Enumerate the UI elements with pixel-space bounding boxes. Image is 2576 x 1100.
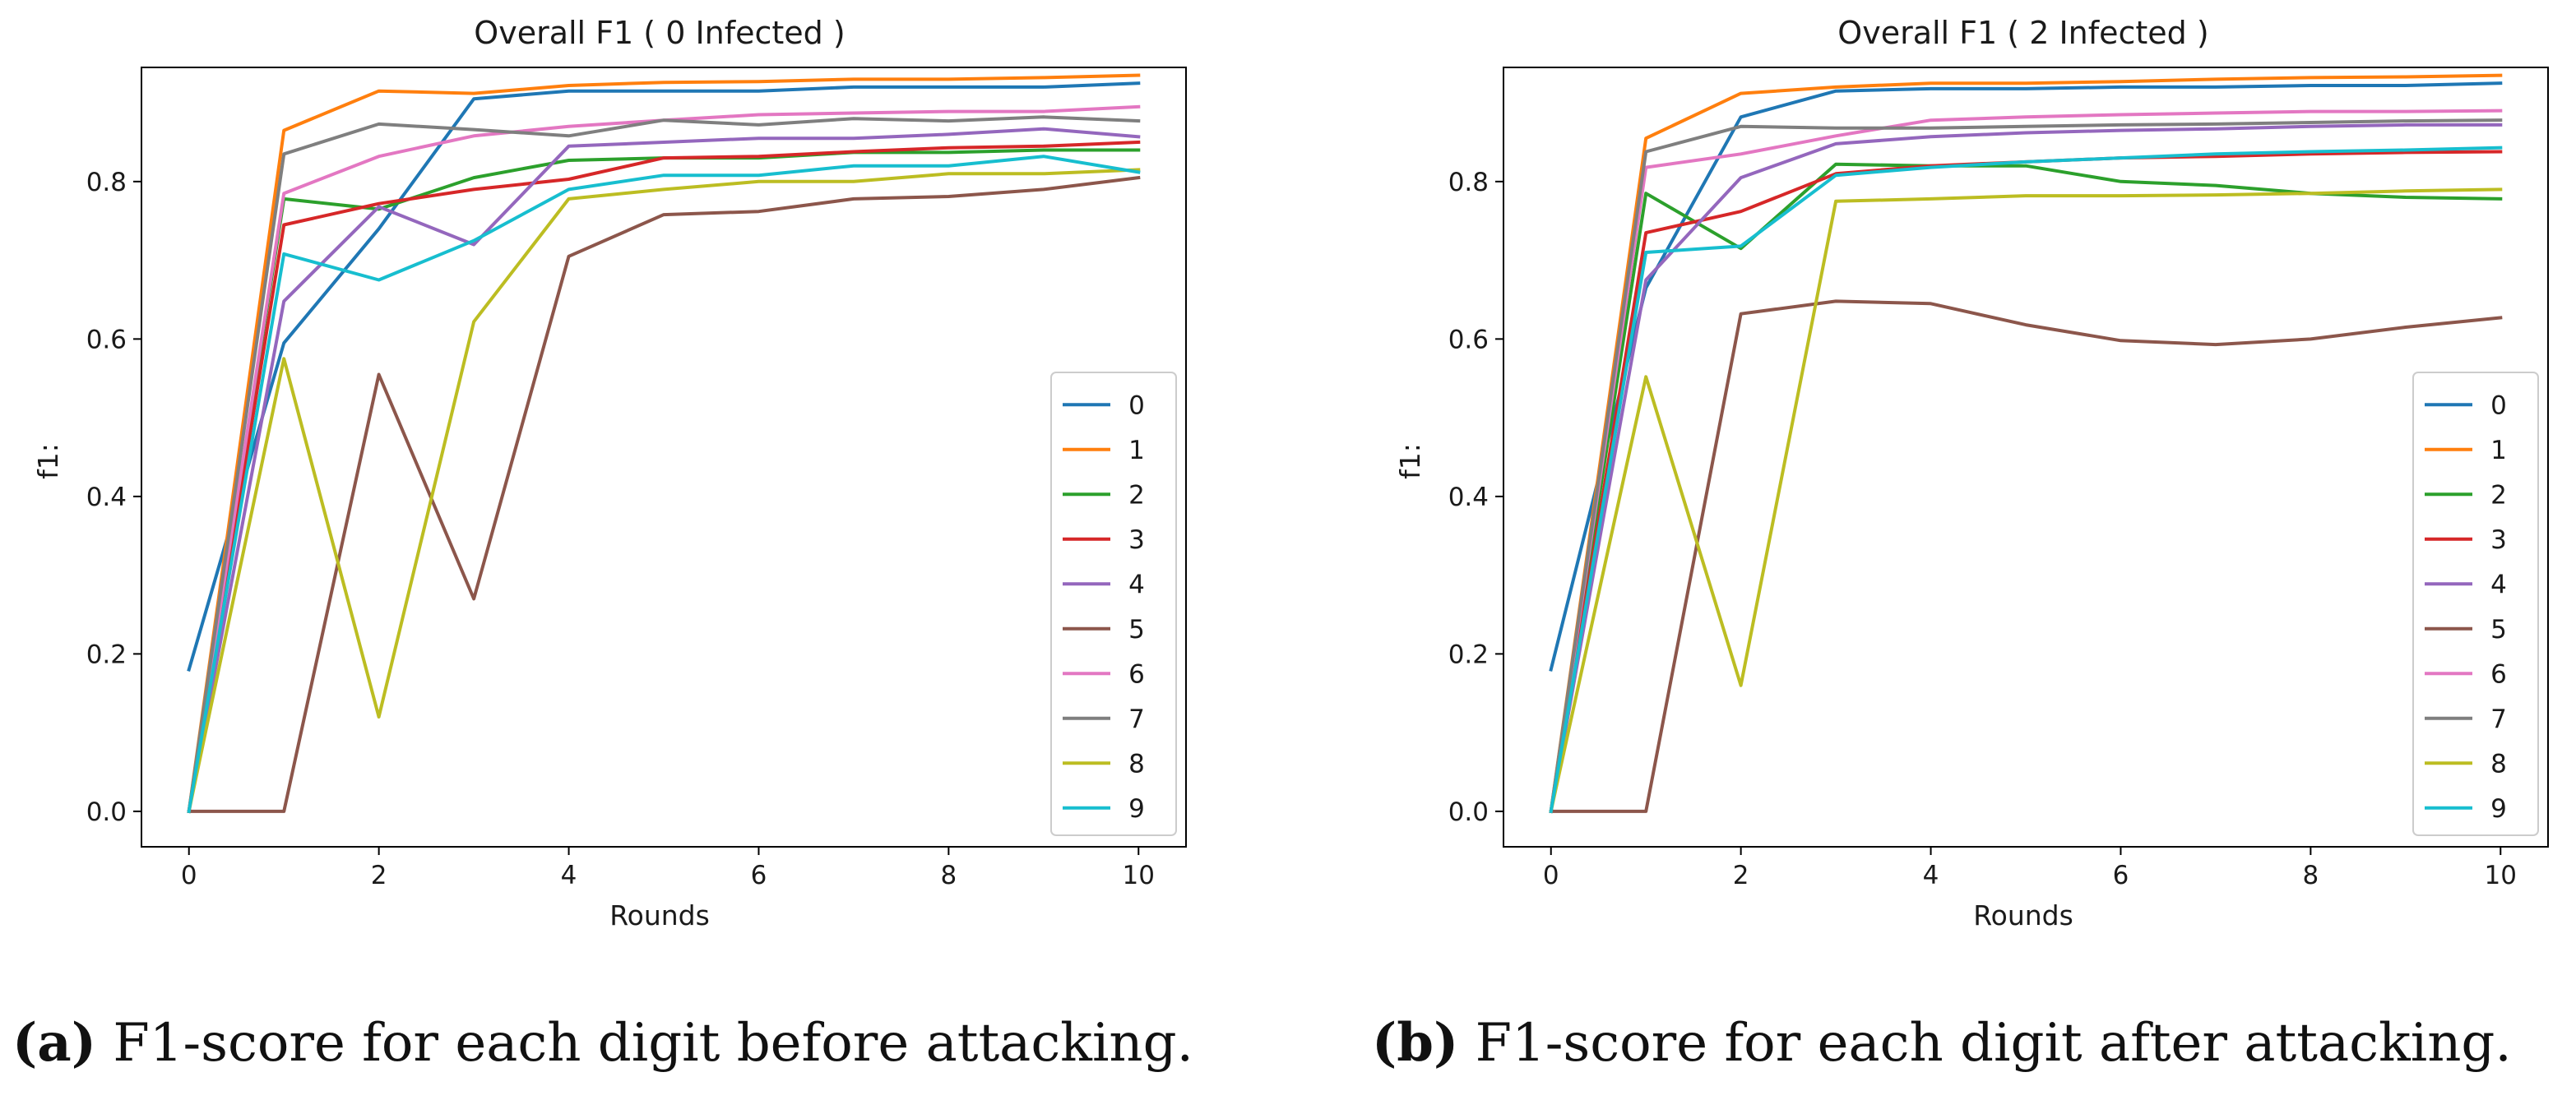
x-tick-label: 8 xyxy=(2302,861,2319,890)
x-axis-label: Rounds xyxy=(609,899,710,931)
x-tick-label: 0 xyxy=(181,861,197,890)
series-line-0 xyxy=(1549,81,2503,672)
y-tick-label: 0.8 xyxy=(1448,168,1489,197)
y-axis-label: f1: xyxy=(1394,443,1426,479)
legend-label-1: 1 xyxy=(2490,436,2507,465)
series-line-1 xyxy=(1549,73,2503,814)
caption-b-letter: (b) xyxy=(1372,1012,1458,1074)
series-line-9 xyxy=(187,155,1141,814)
caption-a-letter: (a) xyxy=(12,1012,96,1074)
legend-box xyxy=(1050,372,1177,836)
legend: 0 1 2 3 4 5 6 7 8 9 xyxy=(2412,372,2539,836)
series-line-5 xyxy=(1549,299,2503,813)
series-line-1 xyxy=(187,73,1141,814)
legend-label-5: 5 xyxy=(2490,615,2507,645)
y-tick-label: 0.4 xyxy=(1448,483,1489,512)
axes-frame xyxy=(1503,67,2549,848)
x-tick-label: 4 xyxy=(1923,861,1939,890)
caption-b: (b) F1-score for each digit after attack… xyxy=(1372,1012,2512,1074)
y-tick-label: 0.8 xyxy=(86,168,127,197)
series-line-0 xyxy=(187,81,1141,672)
legend-label-6: 6 xyxy=(2490,659,2507,689)
y-tick-label: 0.0 xyxy=(86,797,127,827)
caption-a-text: F1-score for each digit before attacking… xyxy=(96,1013,1193,1074)
y-tick-label: 0.6 xyxy=(1448,325,1489,354)
series-line-8 xyxy=(1549,187,2503,814)
y-tick-label: 0.6 xyxy=(86,325,127,354)
legend-label-4: 4 xyxy=(2490,570,2507,599)
y-tick-label: 0.0 xyxy=(1448,797,1489,827)
legend-label-6: 6 xyxy=(1128,659,1145,689)
x-tick-label: 6 xyxy=(2113,861,2129,890)
legend-label-8: 8 xyxy=(2490,749,2507,779)
x-tick-label: 2 xyxy=(1733,861,1749,890)
series-line-9 xyxy=(1549,146,2503,814)
legend-box xyxy=(2412,372,2539,836)
series-line-8 xyxy=(187,168,1141,814)
series-line-3 xyxy=(187,140,1141,814)
legend-label-9: 9 xyxy=(2490,794,2507,824)
series-line-7 xyxy=(187,115,1141,814)
axes-frame xyxy=(141,67,1187,848)
legend-label-0: 0 xyxy=(1128,391,1145,420)
x-axis-label: Rounds xyxy=(1973,899,2073,931)
x-tick-label: 6 xyxy=(751,861,767,890)
x-tick-label: 10 xyxy=(1123,861,1155,890)
chart-title: Overall F1 ( 0 Infected ) xyxy=(474,15,845,51)
legend-label-8: 8 xyxy=(1128,749,1145,779)
x-tick-label: 8 xyxy=(940,861,957,890)
y-tick-label: 0.2 xyxy=(1448,640,1489,669)
plot-area: 0 2 4 6 8 10 0.0 0.2 0.4 0.6 0.8 0 1 2 3 4 5 6 7 8 9 xyxy=(86,67,1187,890)
legend-label-1: 1 xyxy=(1128,436,1145,465)
caption-b-text: F1-score for each digit after attacking. xyxy=(1458,1013,2511,1074)
series-line-6 xyxy=(1549,109,2503,814)
series-line-4 xyxy=(1549,122,2503,814)
series-line-4 xyxy=(187,127,1141,814)
legend-label-2: 2 xyxy=(2490,480,2507,510)
legend-label-9: 9 xyxy=(1128,794,1145,824)
x-tick-label: 2 xyxy=(371,861,387,890)
plot-area: 0 2 4 6 8 10 0.0 0.2 0.4 0.6 0.8 0 1 2 3 4 5 6 7 8 9 xyxy=(1448,67,2549,890)
legend: 0 1 2 3 4 5 6 7 8 9 xyxy=(1050,372,1177,836)
legend-label-5: 5 xyxy=(1128,615,1145,645)
caption-a: (a) F1-score for each digit before attac… xyxy=(12,1012,1193,1074)
series-line-5 xyxy=(187,175,1141,813)
chart-title: Overall F1 ( 2 Infected ) xyxy=(1837,15,2208,51)
legend-label-7: 7 xyxy=(1128,705,1145,734)
legend-label-4: 4 xyxy=(1128,570,1145,599)
chart-panel-a: Overall F1 ( 0 Infected ) 0 2 4 6 8 100.00.20… xyxy=(12,15,1193,1074)
x-tick-label: 0 xyxy=(1543,861,1559,890)
legend-label-0: 0 xyxy=(2490,391,2507,420)
y-tick-label: 0.4 xyxy=(86,483,127,512)
chart-panel-b: Overall F1 ( 2 Infected ) 0 2 4 6 8 100.00.20… xyxy=(1372,15,2549,1074)
series-line-2 xyxy=(1549,162,2503,814)
x-tick-label: 4 xyxy=(561,861,577,890)
legend-label-2: 2 xyxy=(1128,480,1145,510)
legend-label-3: 3 xyxy=(1128,525,1145,555)
series-line-6 xyxy=(187,104,1141,814)
series-line-7 xyxy=(1549,118,2503,814)
x-tick-label: 10 xyxy=(2485,861,2517,890)
y-tick-label: 0.2 xyxy=(86,640,127,669)
series-line-2 xyxy=(187,148,1141,814)
legend-label-7: 7 xyxy=(2490,705,2507,734)
legend-label-3: 3 xyxy=(2490,525,2507,555)
y-axis-label: f1: xyxy=(32,443,64,479)
